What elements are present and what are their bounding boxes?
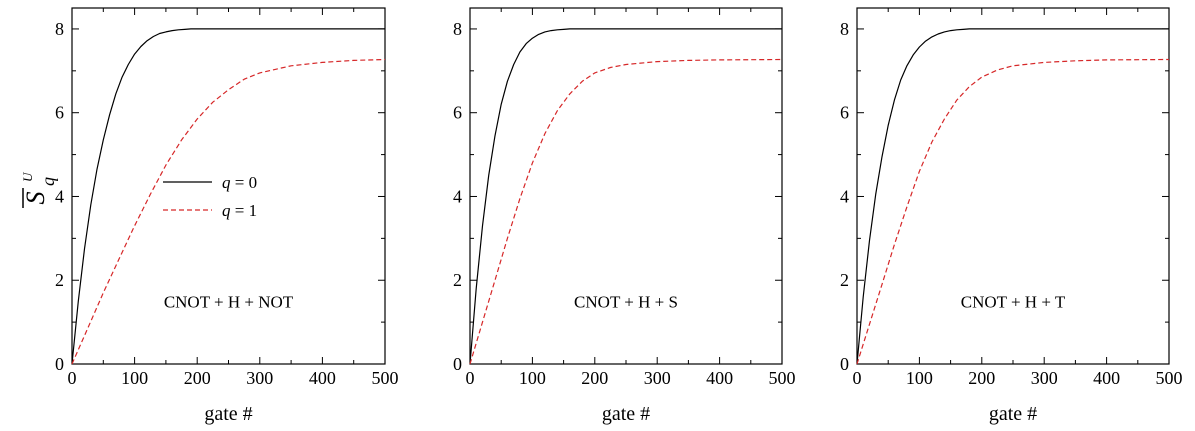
x-tick-label: 200	[968, 368, 995, 388]
x-tick-label: 400	[706, 368, 733, 388]
y-tick-label: 4	[453, 186, 462, 206]
legend-symbol: q	[222, 201, 231, 220]
chart-panel-1: 0 100 200 300 400 500 0 2 4 6 8 CNOT + H + NOT gate …	[20, 7, 399, 425]
y-tick-label: 6	[453, 103, 462, 123]
panel-annotation: CNOT + H + NOT	[164, 292, 294, 311]
y-axis-title-base: S	[21, 192, 50, 205]
x-tick-label: 100	[519, 368, 546, 388]
y-tick-label: 2	[840, 270, 849, 290]
x-axis-title: gate #	[204, 403, 252, 425]
series-line-q1	[71, 58, 386, 365]
x-tick-label: 200	[581, 368, 608, 388]
series-line-q1	[856, 58, 1170, 365]
y-tick-label: 8	[453, 19, 462, 39]
y-tick-label: 2	[55, 270, 64, 290]
legend-label-q1: q = 1	[222, 201, 257, 220]
x-tick-label: 300	[246, 368, 273, 388]
y-tick-label: 0	[840, 354, 849, 374]
legend-symbol: q	[222, 173, 231, 192]
series-line-q0	[71, 28, 385, 365]
y-tick-label: 6	[55, 103, 64, 123]
legend: q = 0q = 1	[163, 173, 257, 220]
x-tick-label: 200	[184, 368, 211, 388]
x-tick-label: 0	[68, 368, 77, 388]
legend-equals: =	[231, 201, 249, 220]
x-tick-label: 100	[121, 368, 148, 388]
legend-value: 0	[249, 173, 258, 192]
y-tick-label: 0	[55, 354, 64, 374]
x-axis-title: gate #	[602, 403, 650, 425]
series-line-q0	[856, 28, 1169, 365]
x-tick-label: 500	[372, 368, 399, 388]
x-tick-label: 300	[1031, 368, 1058, 388]
chart-panel-2: 0 100 200 300 400 500 0 2 4 6 8 CNOT + H + S gate #	[453, 7, 796, 425]
x-tick-label: 0	[853, 368, 862, 388]
panel-annotation: CNOT + H + S	[574, 292, 678, 311]
x-tick-label: 0	[466, 368, 475, 388]
x-tick-label: 400	[1093, 368, 1120, 388]
legend-value: 1	[249, 201, 258, 220]
y-axis-title-superscript: U	[20, 171, 35, 182]
series-line-q0	[469, 28, 782, 365]
y-tick-label: 0	[453, 354, 462, 374]
y-axis-title: SqU	[20, 171, 58, 208]
x-tick-label: 400	[309, 368, 336, 388]
x-tick-label: 500	[769, 368, 796, 388]
y-tick-label: 8	[840, 19, 849, 39]
series-line-q1	[469, 58, 783, 365]
y-tick-label: 2	[453, 270, 462, 290]
x-axis-title: gate #	[989, 403, 1037, 425]
legend-equals: =	[231, 173, 249, 192]
y-tick-label: 8	[55, 19, 64, 39]
panel-annotation: CNOT + H + T	[961, 292, 1066, 311]
chart-panel-3: 0 100 200 300 400 500 0 2 4 6 8 CNOT + H + T gate #	[840, 7, 1183, 425]
legend-label-q0: q = 0	[222, 173, 257, 192]
x-tick-label: 300	[644, 368, 671, 388]
y-tick-label: 4	[55, 186, 64, 206]
x-tick-label: 500	[1156, 368, 1183, 388]
y-axis-title-subscript: q	[38, 177, 58, 186]
y-tick-label: 6	[840, 103, 849, 123]
y-tick-label: 4	[840, 186, 849, 206]
x-tick-label: 100	[906, 368, 933, 388]
